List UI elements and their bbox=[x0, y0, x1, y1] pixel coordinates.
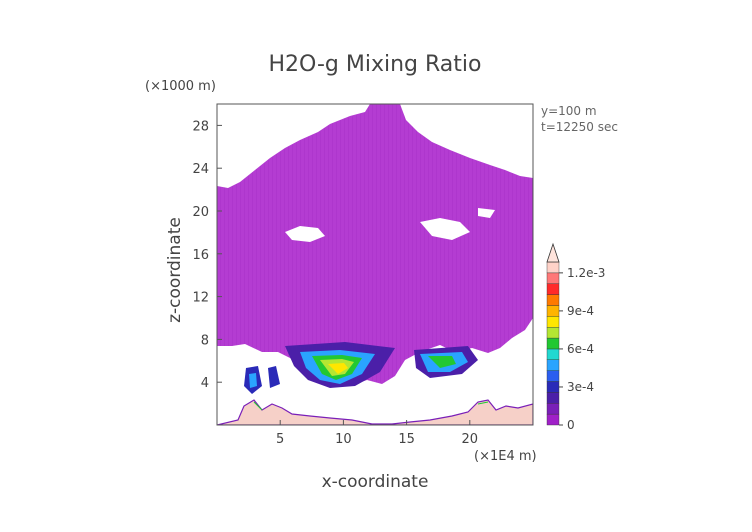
x-tick-label: 10 bbox=[335, 432, 352, 447]
colorbar-segment bbox=[546, 337, 560, 350]
mid-dry-patch-2 bbox=[420, 218, 470, 240]
moist-blob-left bbox=[285, 342, 395, 388]
colorbar-tick-label: 1.2e-3 bbox=[567, 266, 605, 280]
y-tick-label: 24 bbox=[192, 162, 209, 177]
y-axis: 4 8 12 16 20 24 28 bbox=[192, 119, 222, 391]
upper-dry-left bbox=[217, 104, 370, 188]
moist-blob-small bbox=[244, 366, 280, 394]
x-unit-label: (×1E4 m) bbox=[474, 449, 537, 464]
colorbar-overflow-triangle bbox=[546, 242, 560, 263]
y-tick-label: 28 bbox=[192, 119, 209, 134]
colorbar-segment bbox=[546, 294, 560, 306]
y-tick-label: 12 bbox=[192, 291, 209, 306]
mid-dry-patch-1 bbox=[285, 226, 325, 242]
colorbar-tick-label: 3e-4 bbox=[567, 380, 594, 394]
y-axis-label: z-coordinate bbox=[165, 217, 185, 323]
x-axis-label: x-coordinate bbox=[322, 472, 429, 492]
colorbar-segment bbox=[546, 272, 560, 284]
colorbar-segment bbox=[546, 359, 560, 371]
plot-frame bbox=[216, 103, 534, 426]
colorbar-segment bbox=[546, 305, 560, 317]
y-tick-label: 16 bbox=[192, 248, 209, 263]
y-unit-label: (×1000 m) bbox=[145, 79, 216, 94]
y-tick-label: 20 bbox=[192, 205, 209, 220]
colorbar-segment bbox=[546, 348, 560, 360]
colorbar-tick-label: 9e-4 bbox=[567, 304, 594, 318]
x-tick-label: 15 bbox=[398, 432, 415, 447]
x-tick-label: 20 bbox=[462, 432, 479, 447]
x-axis: 5 10 15 20 bbox=[276, 420, 478, 447]
colorbar-segment bbox=[546, 316, 560, 328]
plot-area bbox=[217, 104, 533, 425]
annotation-y: y=100 m bbox=[541, 104, 597, 118]
field-region bbox=[217, 104, 533, 386]
colorbar-segment bbox=[546, 261, 560, 274]
colorbar-segment bbox=[546, 283, 560, 295]
upper-dry-right bbox=[400, 104, 533, 178]
colorbar-segment bbox=[546, 392, 560, 404]
colorbar-segment bbox=[546, 370, 560, 382]
annotation-t: t=12250 sec bbox=[541, 120, 618, 134]
y-tick-label: 8 bbox=[201, 333, 209, 348]
colorbar: 0 3e-4 6e-4 9e-4 1.2e-3 bbox=[546, 242, 605, 432]
colorbar-segment bbox=[546, 403, 560, 415]
moist-blob-right bbox=[414, 346, 478, 378]
chart-title: H2O-g Mixing Ratio bbox=[269, 52, 482, 77]
colorbar-tick-label: 0 bbox=[567, 418, 575, 432]
colorbar-segment bbox=[546, 413, 560, 426]
y-tick-label: 4 bbox=[201, 376, 209, 391]
mid-dry-patch-3 bbox=[478, 208, 495, 218]
colorbar-segment bbox=[546, 327, 560, 339]
x-tick-label: 5 bbox=[276, 432, 284, 447]
colorbar-tick-label: 6e-4 bbox=[567, 342, 594, 356]
colorbar-segment bbox=[546, 381, 560, 393]
